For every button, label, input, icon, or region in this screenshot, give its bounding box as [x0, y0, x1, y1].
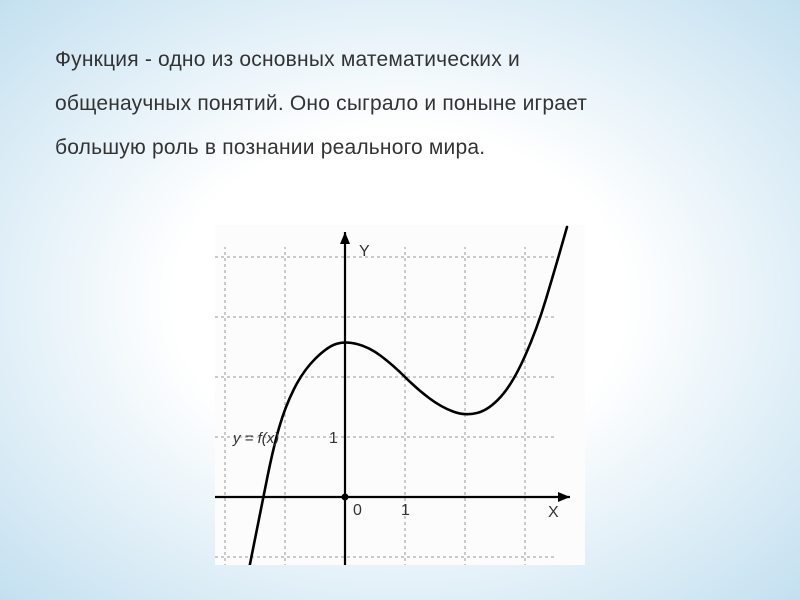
- text-line-1: Функция - одно из основных математически…: [55, 38, 745, 82]
- chart-svg: Y X 0 1 1 y = f(x): [215, 225, 585, 565]
- description-text: Функция - одно из основных математически…: [55, 38, 745, 170]
- text-line-2: общенаучных понятий. Оно сыграло и понын…: [55, 82, 745, 126]
- svg-text:X: X: [548, 504, 559, 521]
- svg-text:1: 1: [329, 430, 338, 447]
- svg-text:0: 0: [353, 502, 362, 519]
- svg-text:y = f(x): y = f(x): [232, 430, 279, 447]
- svg-text:1: 1: [401, 502, 410, 519]
- text-line-3: большую роль в познании реального мира.: [55, 126, 745, 170]
- svg-text:Y: Y: [359, 243, 370, 260]
- function-chart: Y X 0 1 1 y = f(x): [215, 225, 585, 565]
